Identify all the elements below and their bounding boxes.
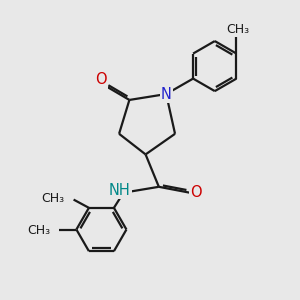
- Text: NH: NH: [109, 183, 131, 198]
- Text: O: O: [95, 72, 106, 87]
- Text: CH₃: CH₃: [226, 23, 249, 36]
- Text: O: O: [190, 185, 202, 200]
- Text: CH₃: CH₃: [42, 192, 65, 205]
- Text: N: N: [161, 87, 172, 102]
- Text: CH₃: CH₃: [27, 224, 50, 237]
